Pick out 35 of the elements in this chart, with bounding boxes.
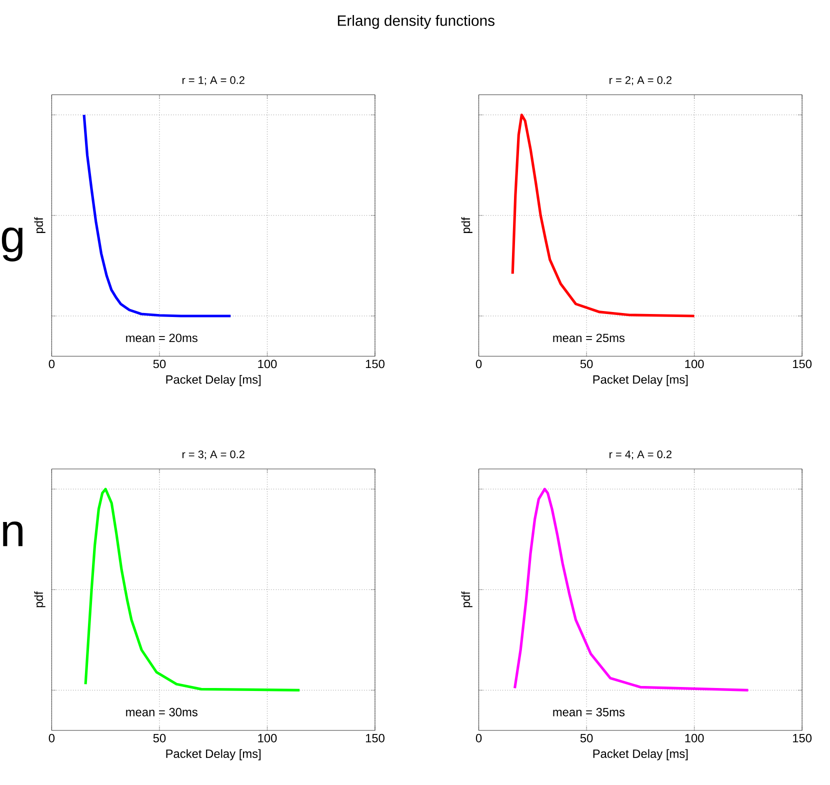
chart-title: r = 4; A = 0.2 [610, 450, 672, 460]
chart-title: r = 1; A = 0.2 [182, 76, 244, 86]
chart-title: r = 2; A = 0.2 [610, 76, 672, 86]
y-axis-title: pdf [34, 217, 46, 233]
text: mean = 35ms [553, 708, 625, 716]
x-tick-label: 100 [685, 360, 704, 368]
text: mean = 20ms [126, 334, 198, 342]
y-axis-title: pdf [461, 217, 472, 233]
y-axis-title: pdf [34, 591, 46, 608]
x-tick-label: 100 [258, 360, 277, 368]
x-tick-label: 0 [476, 360, 482, 368]
x-tick-label: 150 [366, 734, 384, 742]
text: n [3, 521, 22, 546]
x-tick-label: 0 [48, 734, 55, 742]
text: mean = 25ms [553, 334, 625, 342]
x-tick-label: 150 [366, 360, 384, 368]
x-tick-label: 50 [153, 360, 166, 368]
x-tick-label: 100 [685, 734, 704, 742]
x-tick-label: 150 [793, 360, 812, 368]
x-axis-title: Packet Delay [ms] [166, 749, 261, 760]
x-axis-title: Packet Delay [ms] [593, 374, 688, 386]
x-axis-title: Packet Delay [ms] [593, 749, 688, 760]
x-tick-label: 0 [476, 734, 482, 742]
y-axis-title: pdf [461, 591, 472, 608]
x-tick-label: 50 [580, 734, 593, 742]
x-tick-label: 150 [793, 734, 812, 742]
chart-title: r = 3; A = 0.2 [182, 450, 244, 460]
text: g [2, 227, 22, 262]
x-tick-label: 100 [258, 734, 277, 742]
text: mean = 30ms [126, 708, 198, 716]
x-tick-label: 50 [580, 360, 593, 368]
x-tick-label: 50 [153, 734, 166, 742]
text: Erlang density functions [338, 14, 494, 29]
x-tick-label: 0 [48, 360, 55, 368]
x-axis-title: Packet Delay [ms] [166, 374, 261, 386]
